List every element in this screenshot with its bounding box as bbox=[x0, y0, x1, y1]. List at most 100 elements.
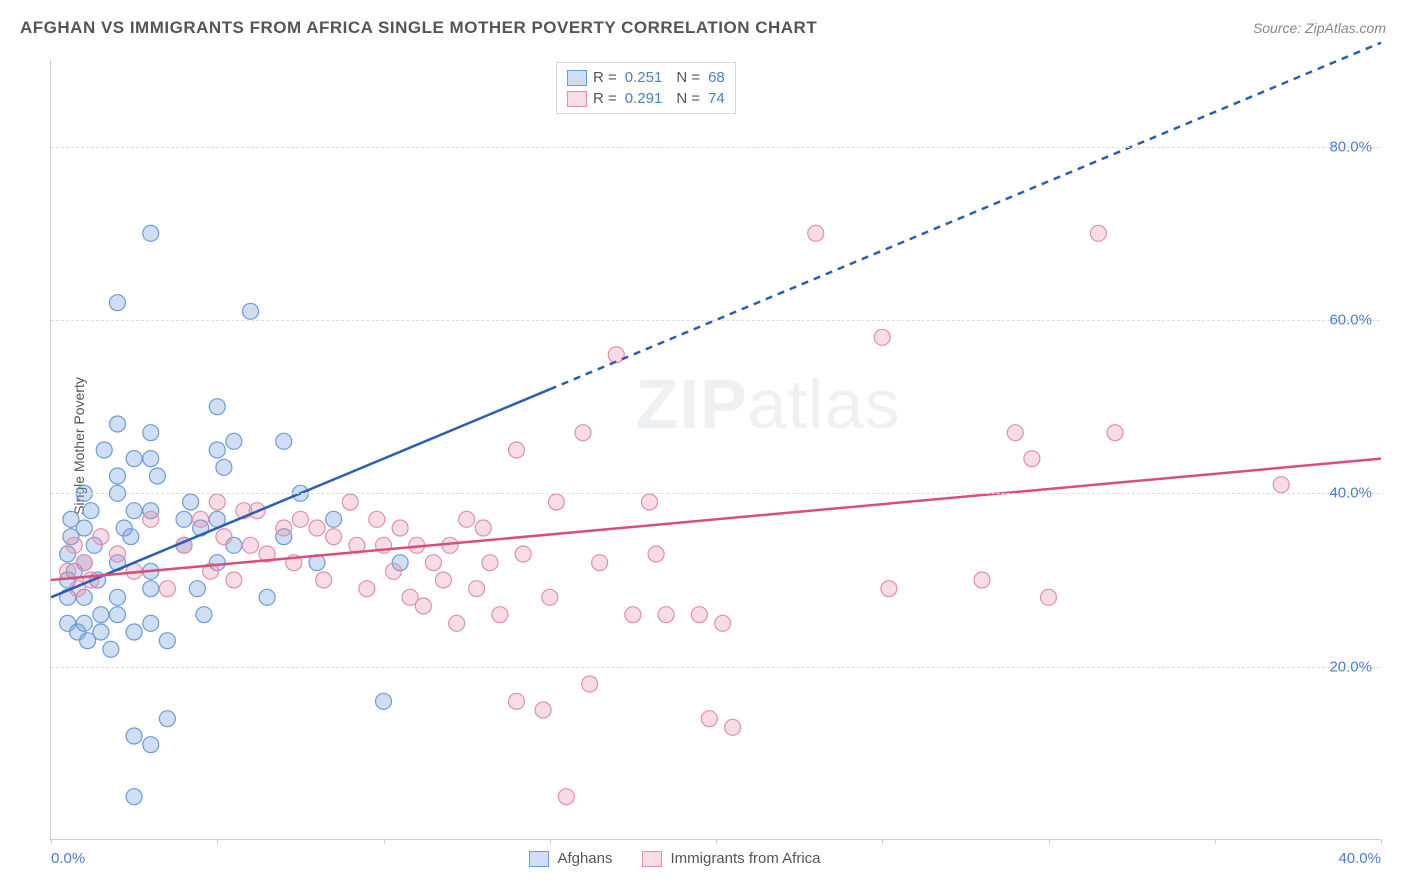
scatter-point bbox=[509, 442, 525, 458]
scatter-point bbox=[143, 737, 159, 753]
scatter-point bbox=[1041, 589, 1057, 605]
scatter-point bbox=[392, 520, 408, 536]
scatter-point bbox=[110, 546, 126, 562]
x-tick bbox=[51, 839, 52, 844]
scatter-point bbox=[83, 503, 99, 519]
scatter-point bbox=[482, 555, 498, 571]
scatter-point bbox=[159, 711, 175, 727]
x-tick bbox=[217, 839, 218, 844]
scatter-point bbox=[342, 494, 358, 510]
scatter-point bbox=[492, 607, 508, 623]
scatter-point bbox=[126, 503, 142, 519]
legend-item-immigrants: Immigrants from Africa bbox=[642, 850, 820, 867]
scatter-point bbox=[548, 494, 564, 510]
scatter-point bbox=[123, 529, 139, 545]
scatter-point bbox=[243, 537, 259, 553]
x-tick bbox=[1215, 839, 1216, 844]
legend-label-afghans: Afghans bbox=[557, 850, 612, 867]
gridline bbox=[51, 493, 1380, 494]
scatter-point bbox=[582, 676, 598, 692]
scatter-point bbox=[326, 511, 342, 527]
chart-title: AFGHAN VS IMMIGRANTS FROM AFRICA SINGLE … bbox=[20, 18, 817, 38]
scatter-point bbox=[648, 546, 664, 562]
scatter-point bbox=[110, 295, 126, 311]
scatter-point bbox=[126, 451, 142, 467]
scatter-point bbox=[509, 693, 525, 709]
scatter-point bbox=[469, 581, 485, 597]
scatter-point bbox=[592, 555, 608, 571]
y-tick-label: 40.0% bbox=[1329, 485, 1372, 502]
scatter-point bbox=[542, 589, 558, 605]
scatter-point bbox=[216, 529, 232, 545]
scatter-point bbox=[243, 303, 259, 319]
scatter-point bbox=[475, 520, 491, 536]
scatter-point bbox=[691, 607, 707, 623]
scatter-point bbox=[326, 529, 342, 545]
scatter-point bbox=[110, 416, 126, 432]
scatter-point bbox=[259, 589, 275, 605]
x-tick-label: 40.0% bbox=[1338, 850, 1381, 867]
scatter-point bbox=[193, 511, 209, 527]
scatter-point bbox=[449, 615, 465, 631]
y-tick-label: 80.0% bbox=[1329, 138, 1372, 155]
scatter-point bbox=[176, 511, 192, 527]
scatter-point bbox=[76, 555, 92, 571]
x-tick bbox=[1381, 839, 1382, 844]
scatter-point bbox=[66, 537, 82, 553]
scatter-point bbox=[359, 581, 375, 597]
scatter-point bbox=[459, 511, 475, 527]
scatter-point bbox=[309, 520, 325, 536]
scatter-point bbox=[376, 693, 392, 709]
x-tick bbox=[384, 839, 385, 844]
x-tick bbox=[550, 839, 551, 844]
source-label: Source: ZipAtlas.com bbox=[1253, 20, 1386, 36]
scatter-point bbox=[143, 451, 159, 467]
scatter-point bbox=[435, 572, 451, 588]
scatter-point bbox=[93, 529, 109, 545]
gridline bbox=[51, 320, 1380, 321]
scatter-point bbox=[143, 581, 159, 597]
scatter-point bbox=[143, 615, 159, 631]
chart-svg bbox=[51, 60, 1380, 839]
scatter-point bbox=[276, 520, 292, 536]
scatter-point bbox=[93, 624, 109, 640]
scatter-point bbox=[226, 572, 242, 588]
swatch-immigrants-bottom bbox=[642, 851, 662, 867]
scatter-point bbox=[110, 468, 126, 484]
scatter-point bbox=[715, 615, 731, 631]
scatter-point bbox=[385, 563, 401, 579]
scatter-point bbox=[183, 494, 199, 510]
scatter-point bbox=[874, 329, 890, 345]
scatter-point bbox=[625, 607, 641, 623]
scatter-point bbox=[369, 511, 385, 527]
scatter-point bbox=[226, 433, 242, 449]
series-legend: Afghans Immigrants from Africa bbox=[529, 850, 820, 867]
scatter-point bbox=[1107, 425, 1123, 441]
x-tick bbox=[716, 839, 717, 844]
legend-item-afghans: Afghans bbox=[529, 850, 612, 867]
regression-line bbox=[51, 459, 1381, 580]
scatter-point bbox=[143, 425, 159, 441]
scatter-point bbox=[159, 581, 175, 597]
scatter-point bbox=[1007, 425, 1023, 441]
scatter-point bbox=[126, 728, 142, 744]
y-tick-label: 60.0% bbox=[1329, 312, 1372, 329]
scatter-point bbox=[1090, 225, 1106, 241]
scatter-point bbox=[96, 442, 112, 458]
scatter-point bbox=[1024, 451, 1040, 467]
scatter-point bbox=[292, 511, 308, 527]
plot-area: ZIPatlas R =0.251 N =68 R =0.291 N =74 A… bbox=[50, 60, 1380, 840]
scatter-point bbox=[701, 711, 717, 727]
scatter-point bbox=[415, 598, 431, 614]
scatter-point bbox=[209, 442, 225, 458]
scatter-point bbox=[535, 702, 551, 718]
scatter-point bbox=[76, 615, 92, 631]
scatter-point bbox=[316, 572, 332, 588]
scatter-point bbox=[143, 511, 159, 527]
scatter-point bbox=[196, 607, 212, 623]
scatter-point bbox=[608, 347, 624, 363]
scatter-point bbox=[209, 399, 225, 415]
gridline bbox=[51, 147, 1380, 148]
scatter-point bbox=[425, 555, 441, 571]
gridline bbox=[51, 667, 1380, 668]
